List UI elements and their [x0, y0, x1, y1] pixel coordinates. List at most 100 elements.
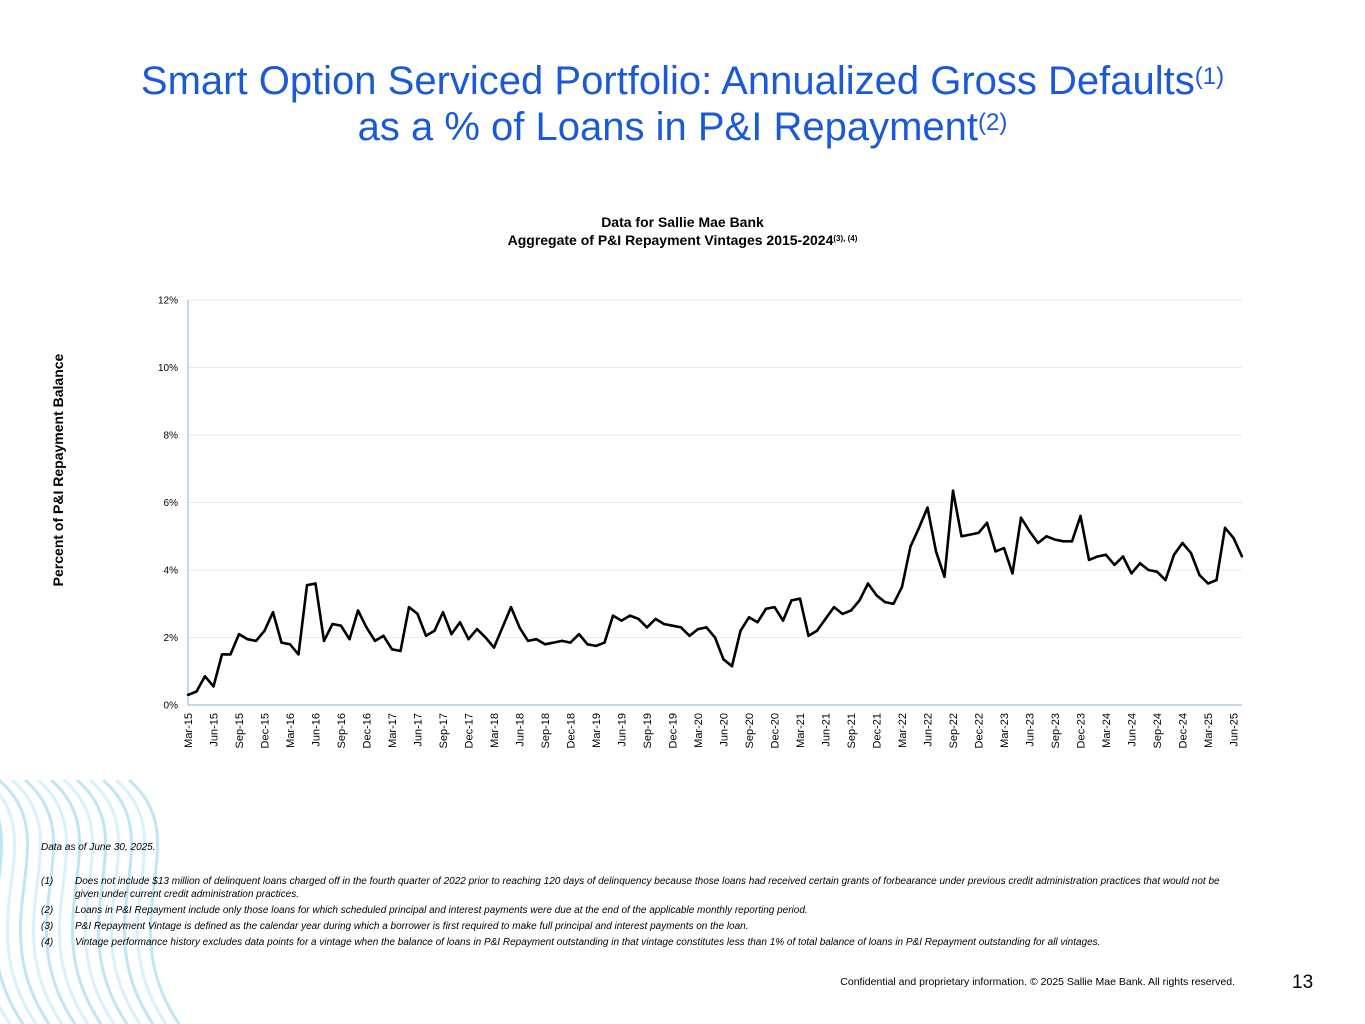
data-point — [1240, 555, 1244, 558]
x-tick-label: Dec-24 — [1178, 713, 1190, 748]
x-tick-label: Dec-23 — [1076, 713, 1088, 748]
data-point — [764, 607, 768, 611]
data-point — [509, 605, 513, 609]
data-point — [917, 526, 921, 530]
data-point — [1011, 572, 1014, 575]
footnote-4: (4) Vintage performance history excludes … — [41, 937, 1101, 948]
x-tick-label: Sep-20 — [744, 713, 756, 748]
data-point — [1104, 553, 1108, 557]
data-point — [339, 624, 343, 627]
wave-stroke — [102, 780, 155, 1024]
data-point — [705, 626, 708, 629]
chart-title-line-1: Data for Sallie Mae Bank — [601, 214, 764, 230]
x-tick-label: Sep-22 — [948, 713, 960, 748]
data-point — [815, 629, 819, 632]
x-tick-label: Mar-18 — [489, 713, 501, 748]
x-tick-label: Sep-16 — [336, 713, 348, 748]
x-tick-label: Sep-18 — [540, 713, 552, 748]
data-as-of-note: Data as of June 30, 2025. — [41, 842, 156, 853]
x-tick-label: Dec-17 — [464, 713, 476, 748]
data-point — [1087, 558, 1091, 562]
data-point — [1172, 553, 1176, 557]
data-point — [280, 641, 283, 644]
data-point — [671, 624, 674, 627]
data-point — [390, 648, 394, 651]
data-point — [832, 605, 836, 609]
data-point — [586, 643, 589, 646]
data-point — [399, 649, 402, 653]
data-point — [305, 583, 309, 587]
data-point — [713, 636, 717, 639]
data-point — [467, 637, 470, 641]
data-point — [756, 621, 759, 624]
data-point — [229, 653, 232, 656]
data-point — [960, 535, 963, 538]
data-point — [1036, 541, 1040, 545]
data-point — [730, 664, 734, 668]
wave-stroke — [0, 792, 38, 1024]
data-point — [526, 639, 530, 643]
footnote-2: (2) Loans in P&I Repayment include only t… — [41, 905, 808, 916]
data-point — [220, 653, 224, 656]
data-point — [254, 639, 258, 643]
x-tick-label: Jun-18 — [515, 713, 527, 747]
data-point — [543, 643, 547, 646]
x-tick-label: Mar-17 — [387, 713, 399, 748]
data-point — [186, 693, 190, 697]
data-point — [866, 582, 870, 585]
data-point — [1121, 555, 1125, 558]
data-point — [798, 597, 802, 600]
data-point — [382, 634, 385, 638]
data-point — [212, 685, 215, 688]
confidentiality-notice: Confidential and proprietary information… — [840, 976, 1235, 988]
title-footnote-2: (2) — [978, 109, 1008, 136]
data-point — [790, 599, 793, 602]
data-point — [331, 622, 334, 626]
data-point — [1002, 546, 1006, 550]
footnote-1: (1) Does not include $13 million of delin… — [41, 876, 1220, 900]
data-point — [1164, 578, 1167, 582]
data-point — [1096, 555, 1099, 558]
y-tick-label: 6% — [164, 498, 179, 509]
data-point — [246, 637, 249, 641]
chart-title-line-2: Aggregate of P&I Repayment Vintages 2015… — [507, 232, 834, 248]
x-tick-label: Dec-18 — [566, 713, 578, 748]
data-point — [356, 609, 360, 612]
data-point — [628, 614, 632, 617]
data-point — [263, 629, 266, 632]
data-point — [288, 643, 292, 646]
data-point — [1130, 572, 1133, 575]
x-tick-label: Jun-20 — [719, 713, 731, 747]
data-point — [1053, 538, 1057, 541]
wave-stroke — [76, 780, 129, 1024]
data-point — [492, 646, 496, 649]
x-tick-label: Dec-15 — [260, 713, 272, 748]
data-point — [1138, 562, 1142, 565]
x-tick-label: Jun-21 — [821, 713, 833, 747]
page-title: Smart Option Serviced Portfolio: Annuali… — [0, 58, 1365, 150]
data-point — [1113, 563, 1116, 567]
data-point — [679, 626, 683, 629]
data-point — [365, 626, 368, 629]
data-point — [552, 641, 555, 644]
x-tick-label: Jun-19 — [617, 713, 629, 747]
data-point — [1147, 568, 1150, 572]
y-tick-label: 2% — [164, 633, 179, 644]
data-point — [322, 639, 326, 643]
data-point — [1198, 573, 1201, 577]
data-point — [1019, 516, 1023, 519]
data-point — [348, 637, 351, 641]
x-tick-label: Sep-19 — [642, 713, 654, 748]
data-point — [603, 641, 606, 644]
data-point — [407, 605, 411, 609]
data-point — [1070, 540, 1074, 543]
x-tick-label: Mar-15 — [183, 713, 195, 748]
data-point — [892, 602, 895, 605]
line-chart: 0% 2% 4% 6% 8% 10% 12% Mar-15 Jun-15 Sep-15 Dec-15… — [158, 296, 1244, 748]
data-point — [1189, 551, 1193, 555]
data-point — [501, 626, 504, 629]
x-tick-label: Mar-22 — [897, 713, 909, 748]
y-tick-label: 8% — [164, 431, 179, 442]
data-point — [1155, 570, 1159, 573]
data-point — [297, 653, 300, 656]
